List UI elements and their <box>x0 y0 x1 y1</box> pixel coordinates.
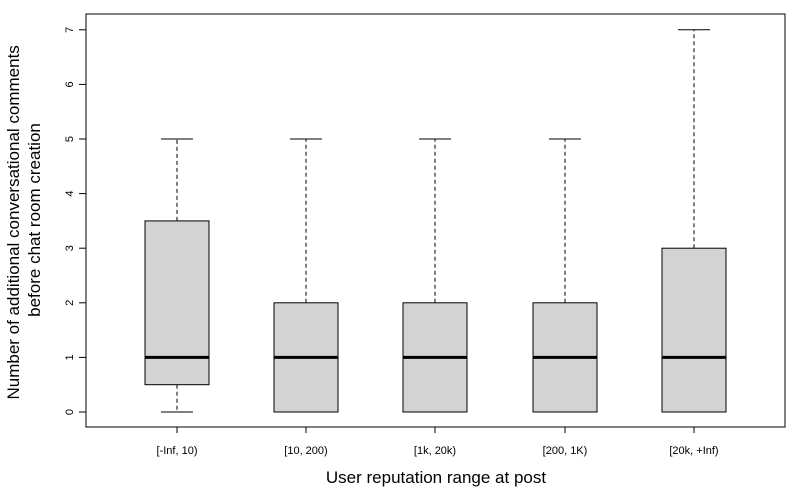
y-tick-label: 7 <box>64 27 76 33</box>
y-tick-label: 3 <box>64 245 76 251</box>
y-tick-label: 4 <box>64 191 76 197</box>
box-group <box>661 29 727 413</box>
y-axis: 0 1 2 3 4 5 6 7 <box>64 27 86 415</box>
box-series <box>144 29 727 413</box>
box-body <box>144 220 210 386</box>
box-group <box>144 138 210 413</box>
box-group <box>402 138 468 413</box>
y-tick-label: 0 <box>64 409 76 415</box>
box-body <box>661 247 727 413</box>
x-tick-label: [20k, +Inf) <box>669 445 718 457</box>
x-tick-label: [-Inf, 10) <box>157 445 198 457</box>
box-group <box>532 138 598 413</box>
x-axis-title: User reputation range at post <box>326 468 546 487</box>
y-tick-label: 1 <box>64 354 76 360</box>
y-tick-label: 6 <box>64 81 76 87</box>
x-axis: [-Inf, 10) [10, 200) [1k, 20k) [200, 1K) [20… <box>157 427 719 457</box>
y-tick-label: 2 <box>64 300 76 306</box>
x-tick-label: [10, 200) <box>284 445 327 457</box>
x-tick-label: [1k, 20k) <box>414 445 456 457</box>
y-axis-title-line-2: before chat room creation <box>25 123 44 317</box>
box-group <box>273 138 339 413</box>
y-axis-title-line-1: Number of additional conversational comm… <box>4 45 23 399</box>
x-tick-label: [200, 1K) <box>543 445 588 457</box>
y-axis-title: Number of additional conversational comm… <box>4 40 44 399</box>
y-tick-label: 5 <box>64 136 76 142</box>
